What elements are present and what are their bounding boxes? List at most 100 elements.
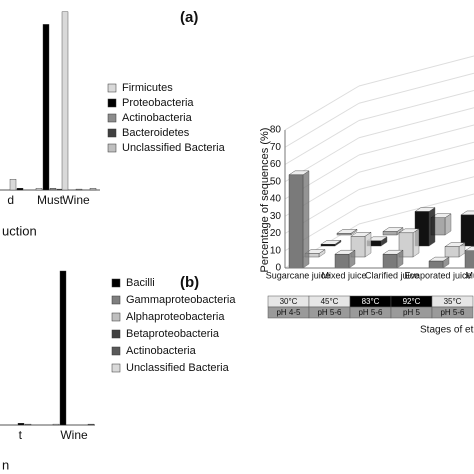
legend-swatch bbox=[111, 295, 121, 305]
x-tick-label: Mus bbox=[465, 270, 474, 280]
bar bbox=[320, 244, 336, 247]
y-tick-label: 30 bbox=[270, 211, 282, 222]
bar bbox=[17, 423, 25, 426]
legend-label: Actinobacteria bbox=[126, 345, 197, 357]
x-tick-label: Mixed juice bbox=[321, 270, 366, 280]
y-tick-label: 20 bbox=[270, 228, 282, 239]
bar bbox=[382, 253, 398, 269]
y-tick-label: 10 bbox=[270, 245, 282, 256]
legend-label: Alphaproteobacteria bbox=[126, 311, 225, 323]
grid-line bbox=[284, 85, 360, 131]
table-text: 45°C bbox=[321, 297, 339, 306]
y-tick-label: 70 bbox=[270, 142, 282, 153]
grid-line bbox=[284, 102, 360, 148]
x-axis-label: Stages of etha bbox=[420, 325, 474, 336]
legend-swatch bbox=[111, 363, 121, 373]
bar bbox=[61, 11, 69, 191]
bar bbox=[9, 178, 17, 191]
y-tick-label: 50 bbox=[270, 176, 282, 187]
bar-side bbox=[364, 231, 372, 258]
grid-line bbox=[358, 141, 474, 173]
bar bbox=[464, 250, 474, 269]
grid-line bbox=[358, 176, 474, 208]
bar bbox=[87, 423, 95, 426]
x-axis-label: uction bbox=[2, 223, 37, 238]
grid-line bbox=[358, 124, 474, 156]
bar bbox=[49, 187, 57, 191]
table-cell bbox=[431, 306, 474, 319]
legend-swatch bbox=[107, 98, 117, 108]
bar-top bbox=[464, 246, 474, 251]
legend-label: Actinobacteria bbox=[122, 112, 193, 124]
x-tick-label: Must bbox=[37, 193, 64, 207]
table-text: 35°C bbox=[444, 297, 462, 306]
bar bbox=[382, 231, 398, 236]
legend-label: Gammaproteobacteria bbox=[126, 294, 236, 306]
legend-swatch bbox=[107, 143, 117, 153]
x-tick-label: Evaporated juice bbox=[404, 270, 471, 280]
legend-swatch bbox=[107, 113, 117, 123]
bar-top bbox=[460, 210, 474, 216]
y-axis-label: Percentage of sequences (%) bbox=[259, 128, 271, 273]
table-text: pH 5-6 bbox=[317, 308, 342, 317]
x-tick-label: Wine bbox=[60, 428, 88, 442]
grid-line bbox=[358, 90, 474, 121]
grid-line bbox=[358, 107, 474, 139]
legend-label: Bacteroidetes bbox=[122, 127, 190, 139]
bar-side bbox=[302, 170, 310, 269]
legend-label: Firmicutes bbox=[122, 82, 173, 94]
bar bbox=[59, 270, 67, 426]
table-text: 83°C bbox=[362, 297, 380, 306]
legend-swatch bbox=[111, 312, 121, 322]
table-text: 30°C bbox=[280, 297, 298, 306]
bar-side bbox=[428, 207, 436, 247]
legend-swatch bbox=[107, 128, 117, 138]
table-text: pH 4-5 bbox=[276, 308, 301, 317]
bar bbox=[52, 423, 60, 426]
bar bbox=[42, 24, 50, 191]
grid-line bbox=[284, 120, 360, 165]
y-tick-label: 40 bbox=[270, 194, 282, 205]
y-tick-label: 80 bbox=[270, 125, 282, 136]
legend-swatch bbox=[111, 278, 121, 288]
legend-label: Bacilli bbox=[126, 277, 155, 289]
x-tick-label: Wine bbox=[62, 193, 90, 207]
y-tick-label: 0 bbox=[275, 263, 281, 274]
table-text: 92°C bbox=[403, 297, 421, 306]
legend-swatch bbox=[111, 346, 121, 356]
legend-label: Proteobacteria bbox=[122, 97, 194, 109]
panel-label: (a) bbox=[180, 9, 198, 26]
grid-line bbox=[358, 55, 474, 87]
x-tick-label: Clarified juice bbox=[365, 270, 419, 280]
legend-label: Unclassified Bacteria bbox=[122, 142, 226, 154]
x-tick-label: t bbox=[19, 428, 23, 442]
legend-label: Unclassified Bacteria bbox=[126, 362, 230, 374]
table-text: pH 5-6 bbox=[440, 308, 465, 317]
grid-line bbox=[358, 72, 474, 104]
legend-swatch bbox=[111, 329, 121, 339]
panel-label: (b) bbox=[180, 274, 199, 291]
grid-line bbox=[358, 193, 474, 225]
x-tick-label: Sugarcane juice bbox=[266, 270, 331, 280]
bar bbox=[460, 214, 474, 247]
bar bbox=[89, 187, 97, 191]
table-text: pH 5 bbox=[403, 308, 420, 317]
bar bbox=[75, 188, 83, 191]
grid-line bbox=[358, 159, 474, 190]
bar bbox=[444, 246, 460, 258]
y-tick-label: 60 bbox=[270, 159, 282, 170]
x-tick-label: d bbox=[7, 193, 14, 207]
bar bbox=[24, 423, 32, 426]
bar bbox=[428, 260, 444, 269]
bar bbox=[334, 253, 350, 269]
legend-label: Betaproteobacteria bbox=[126, 328, 220, 340]
bar bbox=[35, 187, 43, 191]
bar bbox=[336, 233, 352, 236]
x-axis-label: n bbox=[2, 457, 9, 472]
bar bbox=[16, 187, 24, 191]
bar bbox=[288, 174, 304, 269]
legend-swatch bbox=[107, 83, 117, 93]
table-text: pH 5-6 bbox=[358, 308, 383, 317]
bar-side bbox=[412, 228, 420, 258]
